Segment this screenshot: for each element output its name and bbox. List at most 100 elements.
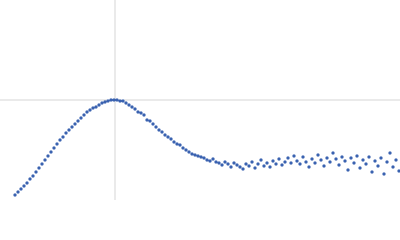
point bbox=[250, 160, 254, 164]
point bbox=[241, 167, 245, 171]
point bbox=[94, 105, 98, 109]
point bbox=[142, 113, 146, 117]
point bbox=[388, 151, 392, 155]
point bbox=[328, 160, 332, 164]
point bbox=[184, 148, 188, 152]
point bbox=[172, 140, 176, 144]
point bbox=[397, 169, 400, 173]
point bbox=[25, 181, 29, 185]
point bbox=[115, 98, 119, 102]
point bbox=[307, 165, 311, 169]
point bbox=[313, 161, 317, 165]
point bbox=[169, 137, 173, 141]
point bbox=[148, 119, 152, 123]
point bbox=[43, 158, 47, 162]
point bbox=[193, 153, 197, 157]
point bbox=[334, 157, 338, 161]
point bbox=[295, 159, 299, 163]
point bbox=[349, 156, 353, 160]
chart bbox=[0, 0, 400, 200]
point bbox=[355, 154, 359, 158]
point bbox=[259, 158, 263, 162]
point bbox=[304, 160, 308, 164]
point bbox=[52, 146, 56, 150]
point bbox=[187, 150, 191, 154]
point bbox=[31, 174, 35, 178]
point bbox=[22, 184, 26, 188]
point bbox=[343, 159, 347, 163]
point bbox=[247, 164, 251, 168]
point bbox=[151, 122, 155, 126]
point bbox=[265, 161, 269, 165]
point bbox=[337, 163, 341, 167]
point bbox=[358, 166, 362, 170]
point bbox=[160, 130, 164, 134]
point bbox=[310, 157, 314, 161]
point bbox=[277, 157, 281, 161]
point bbox=[139, 111, 143, 115]
point bbox=[211, 157, 215, 161]
point bbox=[124, 101, 128, 105]
point bbox=[13, 193, 17, 197]
point bbox=[346, 168, 350, 172]
point bbox=[103, 100, 107, 104]
point bbox=[238, 165, 242, 169]
point bbox=[370, 170, 374, 174]
point bbox=[163, 133, 167, 137]
point bbox=[127, 103, 131, 107]
point bbox=[367, 155, 371, 159]
point bbox=[286, 156, 290, 160]
point bbox=[325, 156, 329, 160]
point bbox=[391, 165, 395, 169]
point bbox=[229, 165, 233, 169]
point bbox=[100, 101, 104, 105]
point bbox=[70, 125, 74, 129]
point bbox=[58, 138, 62, 142]
point bbox=[121, 99, 125, 103]
point bbox=[85, 110, 89, 114]
point bbox=[136, 110, 140, 114]
point bbox=[88, 108, 92, 112]
point bbox=[199, 155, 203, 159]
point bbox=[190, 152, 194, 156]
point bbox=[292, 154, 296, 158]
point bbox=[280, 163, 284, 167]
point bbox=[373, 159, 377, 163]
point bbox=[289, 161, 293, 165]
point bbox=[394, 158, 398, 162]
point bbox=[97, 103, 101, 107]
point bbox=[379, 156, 383, 160]
point bbox=[118, 99, 122, 103]
point bbox=[91, 106, 95, 110]
point bbox=[205, 158, 209, 162]
point bbox=[46, 154, 50, 158]
point bbox=[55, 142, 59, 146]
point bbox=[271, 159, 275, 163]
point bbox=[274, 162, 278, 166]
point bbox=[226, 162, 230, 166]
point bbox=[214, 160, 218, 164]
point bbox=[37, 166, 41, 170]
point bbox=[166, 135, 170, 139]
point bbox=[301, 155, 305, 159]
point bbox=[382, 172, 386, 176]
point bbox=[67, 128, 71, 132]
point bbox=[175, 142, 179, 146]
point bbox=[133, 107, 137, 111]
point bbox=[19, 187, 23, 191]
point bbox=[28, 177, 32, 181]
point bbox=[232, 161, 236, 165]
point bbox=[253, 166, 257, 170]
point bbox=[244, 162, 248, 166]
point bbox=[385, 160, 389, 164]
point bbox=[181, 146, 185, 150]
point bbox=[352, 161, 356, 165]
point bbox=[16, 190, 20, 194]
point bbox=[154, 125, 158, 129]
point bbox=[235, 163, 239, 167]
point bbox=[82, 113, 86, 117]
point bbox=[49, 150, 53, 154]
point bbox=[106, 99, 110, 103]
point bbox=[331, 151, 335, 155]
point bbox=[79, 116, 83, 120]
